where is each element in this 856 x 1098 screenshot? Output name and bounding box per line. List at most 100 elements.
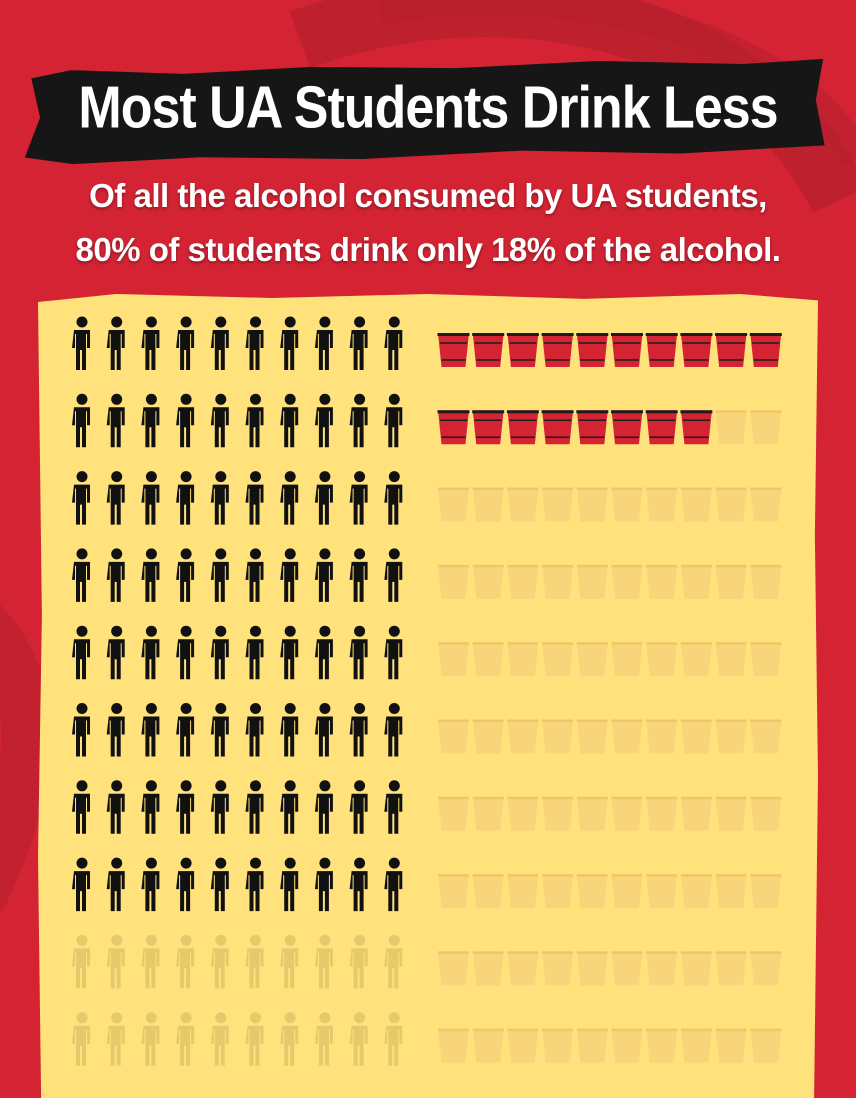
red-cup-icon (542, 642, 574, 677)
person-icon (245, 1012, 264, 1066)
red-cup-icon (438, 874, 469, 909)
person-icon (176, 1012, 195, 1066)
red-cup-icon (611, 1028, 643, 1063)
red-cup-icon (611, 719, 643, 754)
person-icon (176, 548, 195, 602)
person-icon (384, 780, 403, 834)
person-icon (210, 934, 229, 989)
person-icon (72, 934, 90, 989)
person-icon (176, 471, 195, 525)
person-icon (280, 780, 299, 834)
red-cup-icon (542, 1028, 574, 1063)
red-cup-icon (576, 874, 608, 909)
red-cup-icon (680, 796, 712, 831)
person-icon (106, 857, 125, 912)
red-cup-icon (576, 410, 609, 445)
red-cup-icon (437, 333, 470, 367)
person-icon (72, 857, 90, 912)
red-cup-icon (611, 642, 643, 677)
person-icon (245, 780, 264, 834)
red-cup-icon (611, 487, 643, 522)
red-cup-icon (750, 1028, 782, 1063)
red-cup-icon (750, 410, 782, 445)
person-icon (106, 1012, 125, 1066)
person-icon (314, 548, 333, 602)
red-cup-icon (680, 333, 713, 367)
red-cup-icon (507, 564, 539, 599)
red-cup-icon (715, 796, 747, 831)
subtitle-line-2: 80% of students drink only 18% of the al… (75, 231, 781, 268)
red-cup-icon (472, 951, 504, 986)
red-cup-icon (472, 642, 504, 677)
red-cup-icon (472, 796, 504, 831)
red-cup-icon (472, 874, 504, 909)
person-icon (72, 471, 90, 525)
person-icon (72, 703, 90, 757)
person-icon (72, 625, 90, 680)
red-cup-icon (749, 333, 782, 367)
red-cup-icon (438, 487, 469, 522)
person-icon (349, 703, 368, 757)
person-icon (72, 393, 90, 448)
person-icon (210, 1012, 229, 1066)
red-cup-icon (507, 1028, 539, 1063)
person-icon (141, 316, 160, 370)
red-cup-icon (542, 564, 574, 599)
red-cup-icon (715, 333, 748, 367)
red-cup-icon (680, 1028, 712, 1063)
red-cup-icon (438, 951, 469, 986)
person-icon (210, 780, 229, 834)
person-icon (210, 625, 229, 680)
red-cup-icon (680, 719, 712, 754)
person-icon (280, 1012, 299, 1066)
person-icon (141, 703, 160, 757)
red-cup-icon (472, 410, 505, 445)
person-icon (106, 703, 125, 757)
red-cup-icon (611, 796, 643, 831)
red-cup-icon (715, 874, 747, 909)
red-cup-icon (576, 796, 608, 831)
person-icon (384, 934, 403, 989)
person-icon (384, 625, 403, 680)
red-cup-icon (507, 951, 539, 986)
person-icon (314, 471, 333, 525)
person-icon (314, 857, 333, 912)
red-cup-icon (611, 874, 643, 909)
person-icon (176, 316, 195, 370)
person-icon (141, 548, 160, 602)
person-icon (210, 471, 229, 525)
red-cup-icon (541, 333, 574, 367)
person-icon (245, 703, 264, 757)
red-cup-icon (507, 874, 539, 909)
red-cup-icon (646, 719, 678, 754)
red-cup-icon (646, 1028, 678, 1063)
red-cup-icon (715, 1028, 747, 1063)
red-cup-icon (611, 951, 643, 986)
person-icon (384, 703, 403, 757)
person-icon (176, 780, 195, 834)
red-cup-icon (507, 719, 539, 754)
person-icon (314, 625, 333, 680)
person-icon (210, 393, 229, 448)
red-cup-icon (437, 410, 470, 445)
person-icon (280, 934, 299, 989)
red-cup-icon (750, 642, 782, 677)
person-icon (72, 316, 90, 370)
person-icon (72, 548, 90, 602)
person-icon (210, 703, 229, 757)
person-icon (349, 316, 368, 370)
person-icon (106, 471, 125, 525)
person-icon (106, 316, 125, 370)
person-icon (141, 393, 160, 448)
red-cup-icon (472, 333, 505, 367)
person-icon (72, 780, 90, 834)
red-cup-icon (715, 410, 747, 445)
person-icon (349, 857, 368, 912)
red-cup-icon (715, 642, 747, 677)
red-cup-icon (646, 642, 678, 677)
red-cup-icon (611, 564, 643, 599)
person-icon (72, 1012, 90, 1066)
red-cup-icon (646, 487, 678, 522)
person-icon (280, 703, 299, 757)
